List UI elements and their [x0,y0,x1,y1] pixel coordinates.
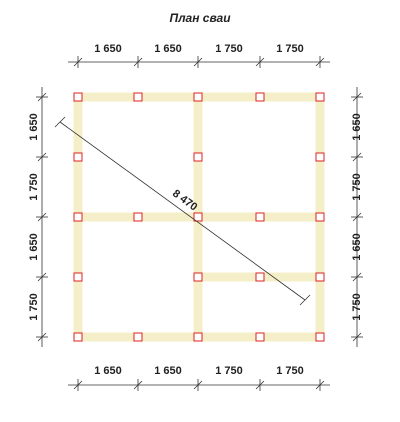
pile [193,92,203,102]
pile [255,332,265,342]
pile [193,272,203,282]
diagonal-line [59,121,306,301]
pile [315,152,325,162]
pile [255,212,265,222]
dimension-label: 1 650 [94,365,122,377]
pile [193,152,203,162]
diagonal-tick [54,116,66,128]
dimension-label: 1 650 [154,43,182,55]
pile [133,92,143,102]
pile [73,272,83,282]
dimension-label: 1 750 [215,43,243,55]
dimension-label: 1 650 [351,113,363,141]
dimension-label: 1 750 [351,293,363,321]
piles [73,92,325,342]
dimension-label: 1 650 [154,365,182,377]
pile [73,332,83,342]
pile [315,332,325,342]
dimension-label: 1 750 [276,365,304,377]
dimension-label: 1 650 [28,233,40,261]
pile [315,212,325,222]
pile [133,212,143,222]
pile [133,332,143,342]
diagonal-tick [299,294,311,306]
dimension-label: 1 750 [215,365,243,377]
pile [73,212,83,222]
pile [255,92,265,102]
pile [315,272,325,282]
pile [315,92,325,102]
dimension-label: 1 650 [351,233,363,261]
pile [73,152,83,162]
dimension-label: 1 750 [28,293,40,321]
dimensions: 1 650 1 650 1 750 1 750 1 650 1 650 1 750 1 750… [28,43,363,391]
dimension-label: 1 650 [28,113,40,141]
pile [73,92,83,102]
dimension-label: 1 750 [351,173,363,201]
dimension-label: 1 750 [28,173,40,201]
pile [193,212,203,222]
pile [193,332,203,342]
pile [255,272,265,282]
dimension-label: 1 650 [94,43,122,55]
dimension-label: 1 750 [276,43,304,55]
title: План сваи [169,11,231,25]
